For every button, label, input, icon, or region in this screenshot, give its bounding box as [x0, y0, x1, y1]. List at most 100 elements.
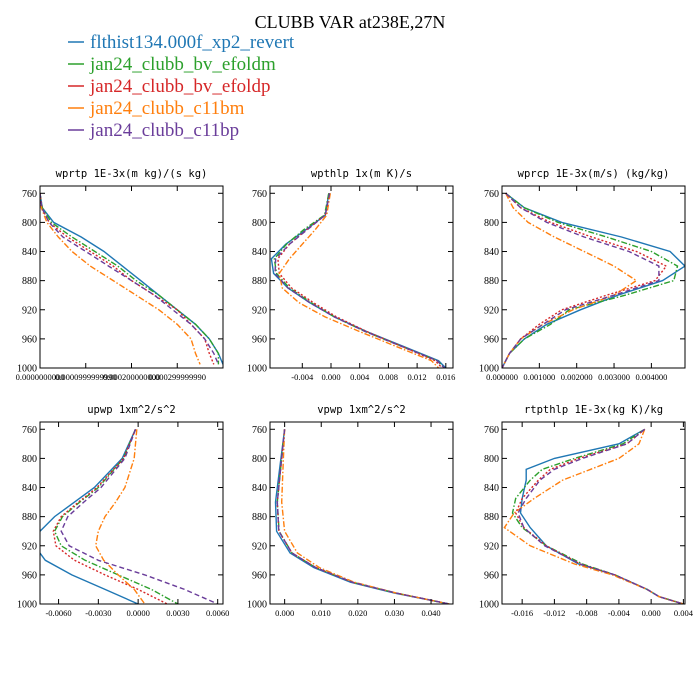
plot-frame: [501, 421, 686, 605]
plot-frame: [501, 185, 686, 369]
y-tick-label: 760: [22, 425, 37, 436]
series-line-1: [40, 429, 139, 604]
panel-title: wprtp 1E-3x(m kg)/(s kg): [56, 168, 208, 180]
x-tick-label: -0.004: [291, 372, 314, 382]
x-tick-label: 0.000: [321, 372, 340, 382]
x-tick-label: -0.008: [576, 608, 598, 618]
x-tick-label: 0.040: [421, 608, 440, 618]
legend-entry: flthist134.000f_xp2_revert: [90, 32, 295, 53]
y-tick-label: 880: [252, 512, 267, 523]
legend-entry: jan24_clubb_bv_efoldp: [89, 76, 270, 97]
series-line-2: [502, 192, 679, 368]
y-tick-label: 840: [252, 247, 267, 258]
y-tick-label: 960: [252, 570, 267, 581]
x-tick-label: 0.0000999999990: [55, 372, 117, 382]
panel-title: vpwp 1xm^2/s^2: [317, 404, 406, 416]
series-line-3: [40, 193, 215, 365]
series-line-5: [40, 193, 220, 365]
panel-1: wprtp 1E-3x(m kg)/(s kg) 760 800 840 880 920 9…: [16, 168, 224, 382]
y-tick-label: 1000: [17, 600, 37, 611]
x-tick-label: 0.010: [312, 608, 331, 618]
x-tick-label: 0.004000: [635, 372, 667, 382]
x-tick-label: 0.002000: [561, 372, 593, 382]
series-line-4: [280, 429, 450, 604]
y-tick-label: 1000: [479, 600, 499, 611]
legend-entry: jan24_clubb_c11bp: [89, 120, 239, 141]
series-line-2: [511, 428, 684, 604]
panel-4: upwp 1xm^2/s^2 760 800 840 880 920 960 1000 -0.0…: [17, 404, 229, 618]
y-tick-label: 1000: [247, 600, 267, 611]
y-tick-label: 920: [484, 541, 499, 552]
x-tick-label: 0.0000000000: [16, 372, 65, 382]
x-tick-label: 0.016: [436, 372, 455, 382]
series-line-1: [40, 193, 223, 365]
figure-title: CLUBB VAR at238E,27N: [255, 12, 446, 32]
panel-title: upwp 1xm^2/s^2: [87, 404, 176, 416]
series-line-3: [276, 429, 450, 604]
x-tick-label: -0.016: [511, 608, 533, 618]
y-tick-label: 760: [22, 189, 37, 200]
x-tick-label: 0.0030: [166, 608, 189, 618]
legend-entry: jan24_clubb_bv_efoldm: [89, 54, 276, 75]
y-tick-label: 920: [484, 305, 499, 316]
y-tick-label: 840: [484, 483, 499, 494]
y-tick-label: 960: [22, 334, 37, 345]
series-line-5: [502, 192, 660, 368]
y-tick-label: 760: [484, 425, 499, 436]
series-line-2: [273, 193, 445, 368]
y-tick-label: 920: [22, 541, 37, 552]
series-line-5: [517, 428, 684, 604]
legend-entry: jan24_clubb_c11bm: [89, 98, 245, 119]
y-tick-label: 840: [484, 247, 499, 258]
series-line-1: [519, 428, 684, 604]
x-tick-label: 0.008: [379, 372, 398, 382]
y-tick-label: 1000: [17, 364, 37, 375]
panel-2: wpthlp 1x(m K)/s 760 800 840 880 920 960 1000 -0…: [247, 168, 455, 382]
x-tick-label: 0.000: [642, 608, 661, 618]
y-tick-label: 920: [252, 541, 267, 552]
y-tick-label: 880: [252, 276, 267, 287]
series-line-5: [276, 429, 450, 604]
x-tick-label: 0.012: [408, 372, 427, 382]
y-tick-label: 960: [484, 570, 499, 581]
panel-3: wprcp 1E-3x(m/s) (kg/kg) 760 800 840 880 920 9…: [479, 168, 686, 382]
series-line-5: [60, 429, 218, 604]
y-tick-label: 800: [484, 218, 499, 229]
series-line-4: [40, 193, 201, 365]
series-line-2: [276, 429, 450, 604]
x-tick-label: 0.020: [348, 608, 367, 618]
series-line-4: [94, 429, 146, 604]
y-tick-label: 840: [22, 247, 37, 258]
y-tick-label: 800: [22, 218, 37, 229]
y-tick-label: 960: [252, 334, 267, 345]
x-tick-label: 0.000000: [486, 372, 518, 382]
x-tick-label: 0.0060: [206, 608, 229, 618]
y-tick-label: 960: [22, 570, 37, 581]
y-tick-label: 1000: [247, 364, 267, 375]
y-tick-label: 920: [22, 305, 37, 316]
plot-frame: [269, 421, 454, 605]
panel-title: rtpthlp 1E-3x(kg K)/kg: [524, 404, 663, 416]
series-line-3: [52, 429, 168, 604]
series-line-1: [274, 429, 450, 604]
y-tick-label: 880: [22, 276, 37, 287]
y-tick-label: 760: [252, 425, 267, 436]
legend: flthist134.000f_xp2_revertjan24_clubb_bv…: [68, 32, 295, 141]
y-tick-label: 920: [252, 305, 267, 316]
series-line-2: [40, 193, 220, 365]
x-tick-label: 0.004: [674, 608, 694, 618]
x-tick-label: -0.012: [543, 608, 565, 618]
x-tick-label: 0.001000: [523, 372, 555, 382]
x-tick-label: -0.004: [608, 608, 631, 618]
y-tick-label: 800: [484, 454, 499, 465]
series-line-5: [274, 193, 445, 368]
x-tick-label: 0.000: [275, 608, 294, 618]
y-tick-label: 800: [22, 454, 37, 465]
panel-5: vpwp 1xm^2/s^2 760 800 840 880 920 960 1000 0.00…: [247, 404, 454, 618]
x-tick-label: 0.030: [385, 608, 404, 618]
series-line-2: [53, 429, 179, 604]
series-line-3: [514, 428, 684, 604]
series-line-3: [502, 192, 668, 368]
panels: wprtp 1E-3x(m kg)/(s kg) 760 800 840 880 920 9…: [16, 168, 694, 618]
